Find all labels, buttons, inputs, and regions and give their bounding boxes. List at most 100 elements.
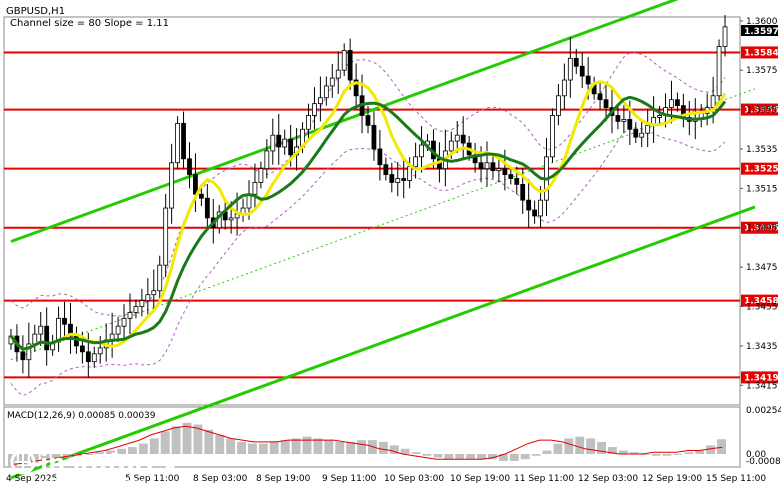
candle-body: [365, 115, 371, 126]
candle-body: [139, 300, 145, 307]
macd-histogram-bar: [62, 454, 72, 458]
macd-histogram-bar: [324, 440, 334, 454]
candle-body: [567, 57, 573, 81]
candle-body: [413, 156, 419, 168]
macd-histogram-bar: [466, 454, 476, 460]
candle-body: [484, 162, 490, 170]
macd-y-tick-label: 0.00254: [746, 406, 781, 416]
candle-body: [550, 115, 555, 158]
y-tick-label: 1.3455: [746, 303, 778, 313]
candle-body: [627, 119, 633, 130]
candle-body: [258, 168, 264, 183]
macd-label: MACD(12,26,9) 0.00085 0.00039: [7, 411, 156, 421]
macd-histogram-bar: [673, 454, 683, 455]
candle-body: [145, 294, 151, 302]
candle-body: [645, 124, 651, 134]
macd-histogram-bar: [378, 441, 388, 454]
candle-body: [133, 306, 139, 313]
macd-histogram-bar: [149, 438, 159, 454]
macd-signal-line: [13, 425, 723, 465]
macd-histogram-bar: [237, 441, 246, 454]
macd-histogram-bar: [695, 450, 705, 454]
candle-body: [371, 124, 377, 150]
macd-histogram-bar: [629, 452, 639, 454]
macd-histogram-bar: [171, 426, 181, 454]
level-price-label: 1.3419: [744, 373, 779, 383]
candle-body: [621, 119, 627, 122]
macd-histogram-bar: [640, 454, 650, 455]
logo-brand-text: instaforex: [40, 449, 178, 477]
candle-body: [538, 199, 543, 217]
macd-histogram-bar: [248, 443, 257, 454]
candle-body: [347, 50, 353, 81]
level-price-label: 1.3555: [744, 106, 779, 116]
candle-body: [264, 150, 270, 170]
candle-body: [157, 264, 163, 292]
macd-histogram-bar: [520, 454, 530, 460]
candle-body: [323, 85, 329, 99]
y-tick-label: 1.3600: [746, 17, 778, 27]
candle-body: [722, 26, 728, 47]
candle-body: [151, 290, 157, 296]
x-tick-label: 8 Sep 03:00: [193, 474, 248, 484]
macd-histogram-bar: [531, 454, 541, 456]
candle-body: [603, 99, 609, 108]
candle-body: [26, 343, 32, 361]
macd-histogram-bar: [106, 450, 116, 454]
level-price-label: 1.3458: [744, 297, 779, 307]
candle-body: [198, 193, 204, 199]
candle-body: [496, 168, 502, 172]
candle-body: [573, 57, 579, 67]
level-price-tag: [741, 221, 778, 234]
macd-histogram-bar: [335, 441, 345, 454]
candle-body: [508, 174, 514, 179]
macd-histogram-bar: [477, 454, 486, 460]
candle-body: [187, 158, 192, 175]
candle-body: [228, 217, 234, 221]
candle-body: [597, 93, 603, 101]
candle-body: [341, 50, 347, 71]
ma-slow-line: [9, 95, 727, 351]
x-tick-label: 12 Sep 03:00: [578, 474, 638, 484]
macd-plot-frame: [3, 406, 741, 468]
macd-histogram-bar: [357, 440, 366, 454]
y-tick-label: 1.3515: [746, 184, 778, 194]
last-price-tag: [741, 25, 778, 36]
level-price-tag: [741, 294, 778, 307]
x-tick-label: 11 Sep 11:00: [514, 474, 574, 484]
candle-body: [615, 115, 621, 122]
macd-histogram-bar: [160, 431, 170, 454]
chart-symbol-label: GBPUSD,H1: [6, 6, 65, 17]
macd-histogram-bar: [204, 429, 214, 454]
candle-body: [79, 345, 85, 353]
candle-body: [32, 333, 38, 345]
candle-body: [419, 144, 424, 158]
candle-body: [710, 95, 716, 108]
y-tick-label: 1.3535: [746, 145, 778, 155]
candle-body: [502, 168, 508, 175]
x-tick-label: 4 Sep 2025: [6, 474, 57, 484]
level-price-label: 1.3584: [744, 48, 779, 58]
macd-histogram-bar: [128, 447, 137, 454]
instaforex-logo: instaforex Instant Forex Trading: [10, 449, 178, 488]
macd-histogram-bar: [280, 440, 290, 454]
candle-body: [526, 199, 532, 211]
logo-tagline-text: Instant Forex Trading: [40, 477, 145, 488]
macd-histogram-bar: [444, 454, 454, 460]
x-tick-label: 5 Sep 11:00: [125, 474, 180, 484]
candle-body: [389, 174, 395, 183]
x-tick-label: 8 Sep 19:00: [256, 474, 311, 484]
macd-histogram-bar: [138, 443, 148, 454]
macd-histogram-bar: [684, 452, 694, 454]
macd-histogram-bar: [553, 443, 563, 454]
candle-body: [121, 317, 127, 327]
candle-body: [68, 323, 73, 337]
candle-body: [317, 97, 323, 105]
macd-histogram-bar: [400, 448, 410, 454]
y-tick-label: 1.3575: [746, 66, 778, 76]
macd-histogram-bar: [40, 454, 50, 461]
candle-body: [520, 184, 526, 201]
candle-body: [454, 134, 460, 142]
